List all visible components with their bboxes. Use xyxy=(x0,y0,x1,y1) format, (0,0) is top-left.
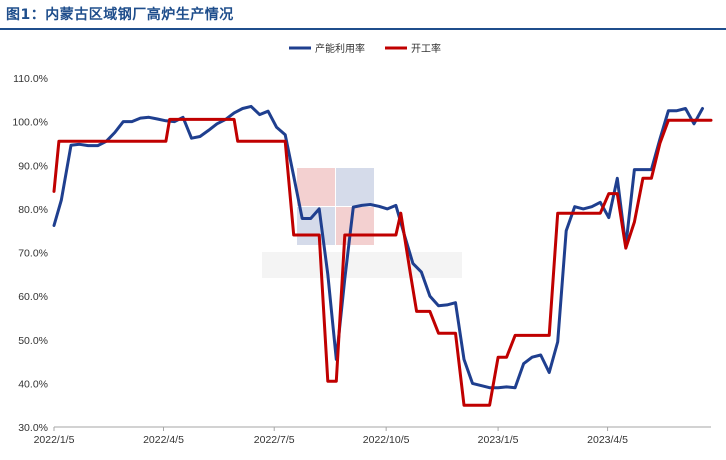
x-tick-label: 2022/10/5 xyxy=(363,434,410,446)
y-tick-label: 90.0% xyxy=(18,160,48,172)
legend: 产能利用率 开工率 xyxy=(289,42,441,55)
chart-title: 图1：内蒙古区域钢厂高炉生产情况 xyxy=(6,7,234,23)
legend-label: 开工率 xyxy=(411,42,441,55)
legend-label: 产能利用率 xyxy=(315,42,365,55)
x-tick-label: 2023/1/5 xyxy=(478,434,519,446)
series-group xyxy=(52,104,713,407)
y-tick-label: 60.0% xyxy=(18,291,48,303)
x-tick-label: 2023/4/5 xyxy=(587,434,628,446)
y-tick-label: 30.0% xyxy=(18,422,48,434)
series-line-1 xyxy=(52,117,713,407)
y-tick-label: 80.0% xyxy=(18,204,48,216)
title-underline xyxy=(0,28,726,30)
series-line-0 xyxy=(52,104,704,390)
watermark-logo xyxy=(262,168,462,278)
x-tick-label: 2022/1/5 xyxy=(34,434,75,446)
y-tick-label: 70.0% xyxy=(18,248,48,260)
x-tick-label: 2022/7/5 xyxy=(254,434,295,446)
y-tick-label: 40.0% xyxy=(18,378,48,390)
y-tick-label: 110.0% xyxy=(13,73,48,85)
x-tick-label: 2022/4/5 xyxy=(143,434,184,446)
y-tick-label: 100.0% xyxy=(12,117,48,129)
y-tick-label: 50.0% xyxy=(18,335,48,347)
axes-group: 30.0% 40.0% 50.0% 60.0% 70.0% 80.0% 90.0% 100.0… xyxy=(12,73,711,446)
